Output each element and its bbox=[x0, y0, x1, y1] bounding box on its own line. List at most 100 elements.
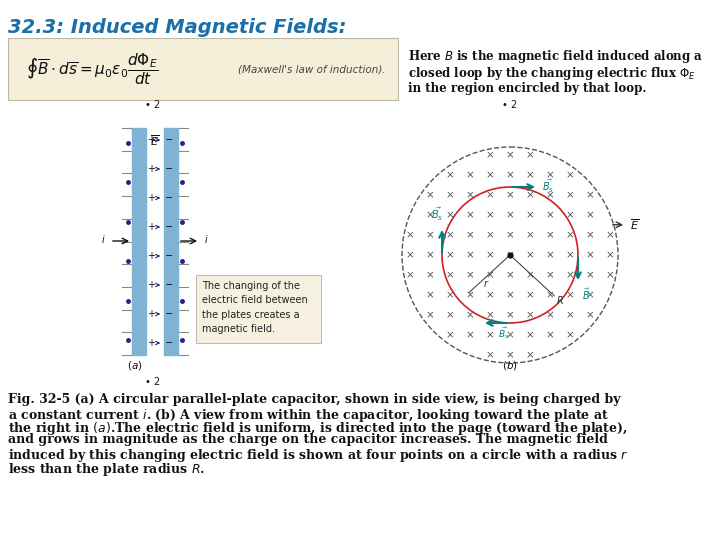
Text: +: + bbox=[147, 164, 155, 174]
Text: ×: × bbox=[505, 250, 514, 260]
Text: ×: × bbox=[466, 330, 474, 340]
Text: $\vec{B_s}$: $\vec{B_s}$ bbox=[431, 206, 443, 223]
Text: in the region encircled by that loop.: in the region encircled by that loop. bbox=[408, 82, 647, 95]
Text: $i$: $i$ bbox=[204, 233, 209, 245]
Text: ×: × bbox=[526, 230, 534, 240]
Text: $\vec{B_s}$: $\vec{B_s}$ bbox=[498, 325, 510, 341]
Text: +: + bbox=[147, 309, 155, 319]
Text: ×: × bbox=[485, 350, 495, 360]
Text: ×: × bbox=[585, 290, 595, 300]
Text: ×: × bbox=[405, 230, 415, 240]
Text: +: + bbox=[147, 251, 155, 261]
Text: ×: × bbox=[585, 190, 595, 200]
Text: $\overline{E}$: $\overline{E}$ bbox=[630, 218, 639, 232]
Text: ×: × bbox=[405, 270, 415, 280]
Text: $\overline{E}$: $\overline{E}$ bbox=[150, 133, 160, 147]
Text: $\vec{B}$: $\vec{B}$ bbox=[582, 287, 590, 302]
Text: The changing of the
electric field between
the plates creates a
magnetic field.: The changing of the electric field betwe… bbox=[202, 281, 307, 334]
Text: ×: × bbox=[505, 230, 514, 240]
Text: ×: × bbox=[546, 190, 554, 200]
Text: • 2: • 2 bbox=[145, 100, 161, 110]
Text: ×: × bbox=[505, 150, 514, 160]
Text: ×: × bbox=[485, 190, 495, 200]
Text: ×: × bbox=[446, 210, 454, 220]
Text: ×: × bbox=[446, 270, 454, 280]
Text: ×: × bbox=[566, 330, 575, 340]
Text: ×: × bbox=[566, 230, 575, 240]
Bar bbox=[164, 128, 178, 355]
Text: ×: × bbox=[485, 250, 495, 260]
Text: ×: × bbox=[546, 170, 554, 180]
Text: ×: × bbox=[505, 210, 514, 220]
Text: ×: × bbox=[505, 350, 514, 360]
Text: Fig. 32-5 (a) A circular parallel-plate capacitor, shown in side view, is being : Fig. 32-5 (a) A circular parallel-plate … bbox=[8, 393, 621, 406]
Text: ×: × bbox=[606, 230, 614, 240]
Text: ×: × bbox=[526, 310, 534, 320]
Text: ×: × bbox=[405, 250, 415, 260]
Text: ×: × bbox=[446, 190, 454, 200]
Text: ×: × bbox=[526, 170, 534, 180]
Text: ×: × bbox=[446, 330, 454, 340]
Text: ×: × bbox=[426, 270, 434, 280]
Text: and grows in magnitude as the charge on the capacitor increases. The magnetic fi: and grows in magnitude as the charge on … bbox=[8, 434, 608, 447]
Text: ×: × bbox=[566, 190, 575, 200]
Text: ×: × bbox=[606, 250, 614, 260]
Text: ×: × bbox=[466, 310, 474, 320]
Text: $\vec{B_s}$: $\vec{B_s}$ bbox=[542, 178, 554, 194]
Text: ×: × bbox=[426, 250, 434, 260]
Text: ×: × bbox=[526, 290, 534, 300]
Text: ×: × bbox=[426, 290, 434, 300]
FancyBboxPatch shape bbox=[8, 38, 398, 100]
Text: ×: × bbox=[485, 210, 495, 220]
Text: closed loop by the changing electric flux $\Phi_E$: closed loop by the changing electric flu… bbox=[408, 65, 696, 82]
Text: ×: × bbox=[585, 210, 595, 220]
Text: Here $B$ is the magnetic field induced along a: Here $B$ is the magnetic field induced a… bbox=[408, 48, 703, 65]
Text: ×: × bbox=[485, 230, 495, 240]
Text: ×: × bbox=[446, 250, 454, 260]
Text: 32.3: Induced Magnetic Fields:: 32.3: Induced Magnetic Fields: bbox=[8, 18, 346, 37]
Text: the right in $(a)$.The electric field is uniform, is directed into the page (tow: the right in $(a)$.The electric field is… bbox=[8, 420, 628, 437]
Text: induced by this changing electric field is shown at four points on a circle with: induced by this changing electric field … bbox=[8, 447, 629, 464]
Text: $(b)$: $(b)$ bbox=[502, 360, 518, 373]
Text: ×: × bbox=[585, 250, 595, 260]
Text: ×: × bbox=[426, 310, 434, 320]
Text: ×: × bbox=[505, 310, 514, 320]
Text: ×: × bbox=[585, 230, 595, 240]
Text: ×: × bbox=[426, 210, 434, 220]
Text: +: + bbox=[147, 193, 155, 203]
Text: ×: × bbox=[446, 290, 454, 300]
Text: ×: × bbox=[446, 310, 454, 320]
Text: ×: × bbox=[485, 330, 495, 340]
Text: +: + bbox=[147, 338, 155, 348]
Text: −: − bbox=[165, 135, 173, 145]
Text: −: − bbox=[165, 193, 173, 203]
Text: (Maxwell's law of induction).: (Maxwell's law of induction). bbox=[238, 64, 386, 74]
Text: ×: × bbox=[526, 270, 534, 280]
Text: ×: × bbox=[526, 210, 534, 220]
Text: ×: × bbox=[546, 270, 554, 280]
Text: $i$: $i$ bbox=[102, 233, 106, 245]
Text: ×: × bbox=[446, 230, 454, 240]
Text: • 2: • 2 bbox=[145, 377, 161, 387]
Text: ×: × bbox=[485, 310, 495, 320]
Text: $r$: $r$ bbox=[483, 278, 490, 289]
Text: $(a)$: $(a)$ bbox=[127, 360, 143, 373]
Text: −: − bbox=[165, 251, 173, 261]
Text: a constant current $i$. (b) A view from within the capacitor, looking toward the: a constant current $i$. (b) A view from … bbox=[8, 407, 609, 423]
Text: ×: × bbox=[505, 190, 514, 200]
Text: ×: × bbox=[526, 190, 534, 200]
Text: ×: × bbox=[566, 290, 575, 300]
Text: ×: × bbox=[606, 270, 614, 280]
Text: ×: × bbox=[485, 270, 495, 280]
Text: ×: × bbox=[546, 250, 554, 260]
Text: ×: × bbox=[566, 310, 575, 320]
Text: ×: × bbox=[505, 270, 514, 280]
Text: $R$: $R$ bbox=[557, 294, 564, 306]
Text: ×: × bbox=[526, 150, 534, 160]
Text: ×: × bbox=[485, 150, 495, 160]
Text: ×: × bbox=[485, 290, 495, 300]
Text: ×: × bbox=[505, 330, 514, 340]
Text: ×: × bbox=[546, 230, 554, 240]
Text: ×: × bbox=[466, 190, 474, 200]
Bar bbox=[132, 128, 146, 355]
